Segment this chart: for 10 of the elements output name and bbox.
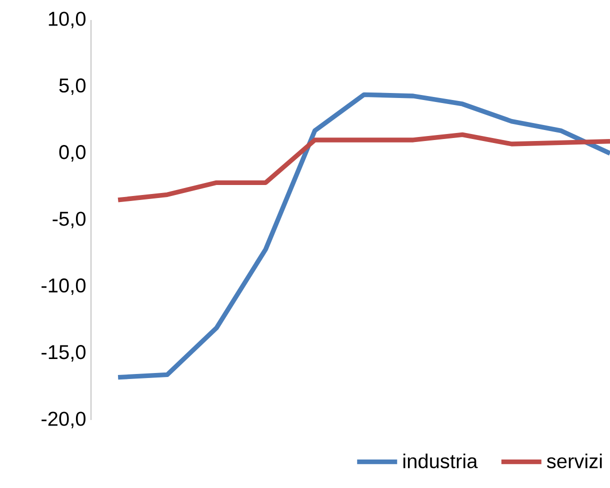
y-tick-label: -15,0 xyxy=(42,345,86,362)
y-tick-label: 10,0 xyxy=(48,12,86,28)
line-series xyxy=(116,92,610,380)
y-tick-label: 5,0 xyxy=(59,78,86,95)
y-tick-label: -5,0 xyxy=(52,212,86,228)
y-tick-label: -10,0 xyxy=(42,278,86,295)
legend-label: servizi xyxy=(546,454,602,468)
legend-label: industria xyxy=(403,454,478,468)
y-tick-label: 0,0 xyxy=(59,145,86,162)
y-tick-label: -20,0 xyxy=(42,412,86,428)
